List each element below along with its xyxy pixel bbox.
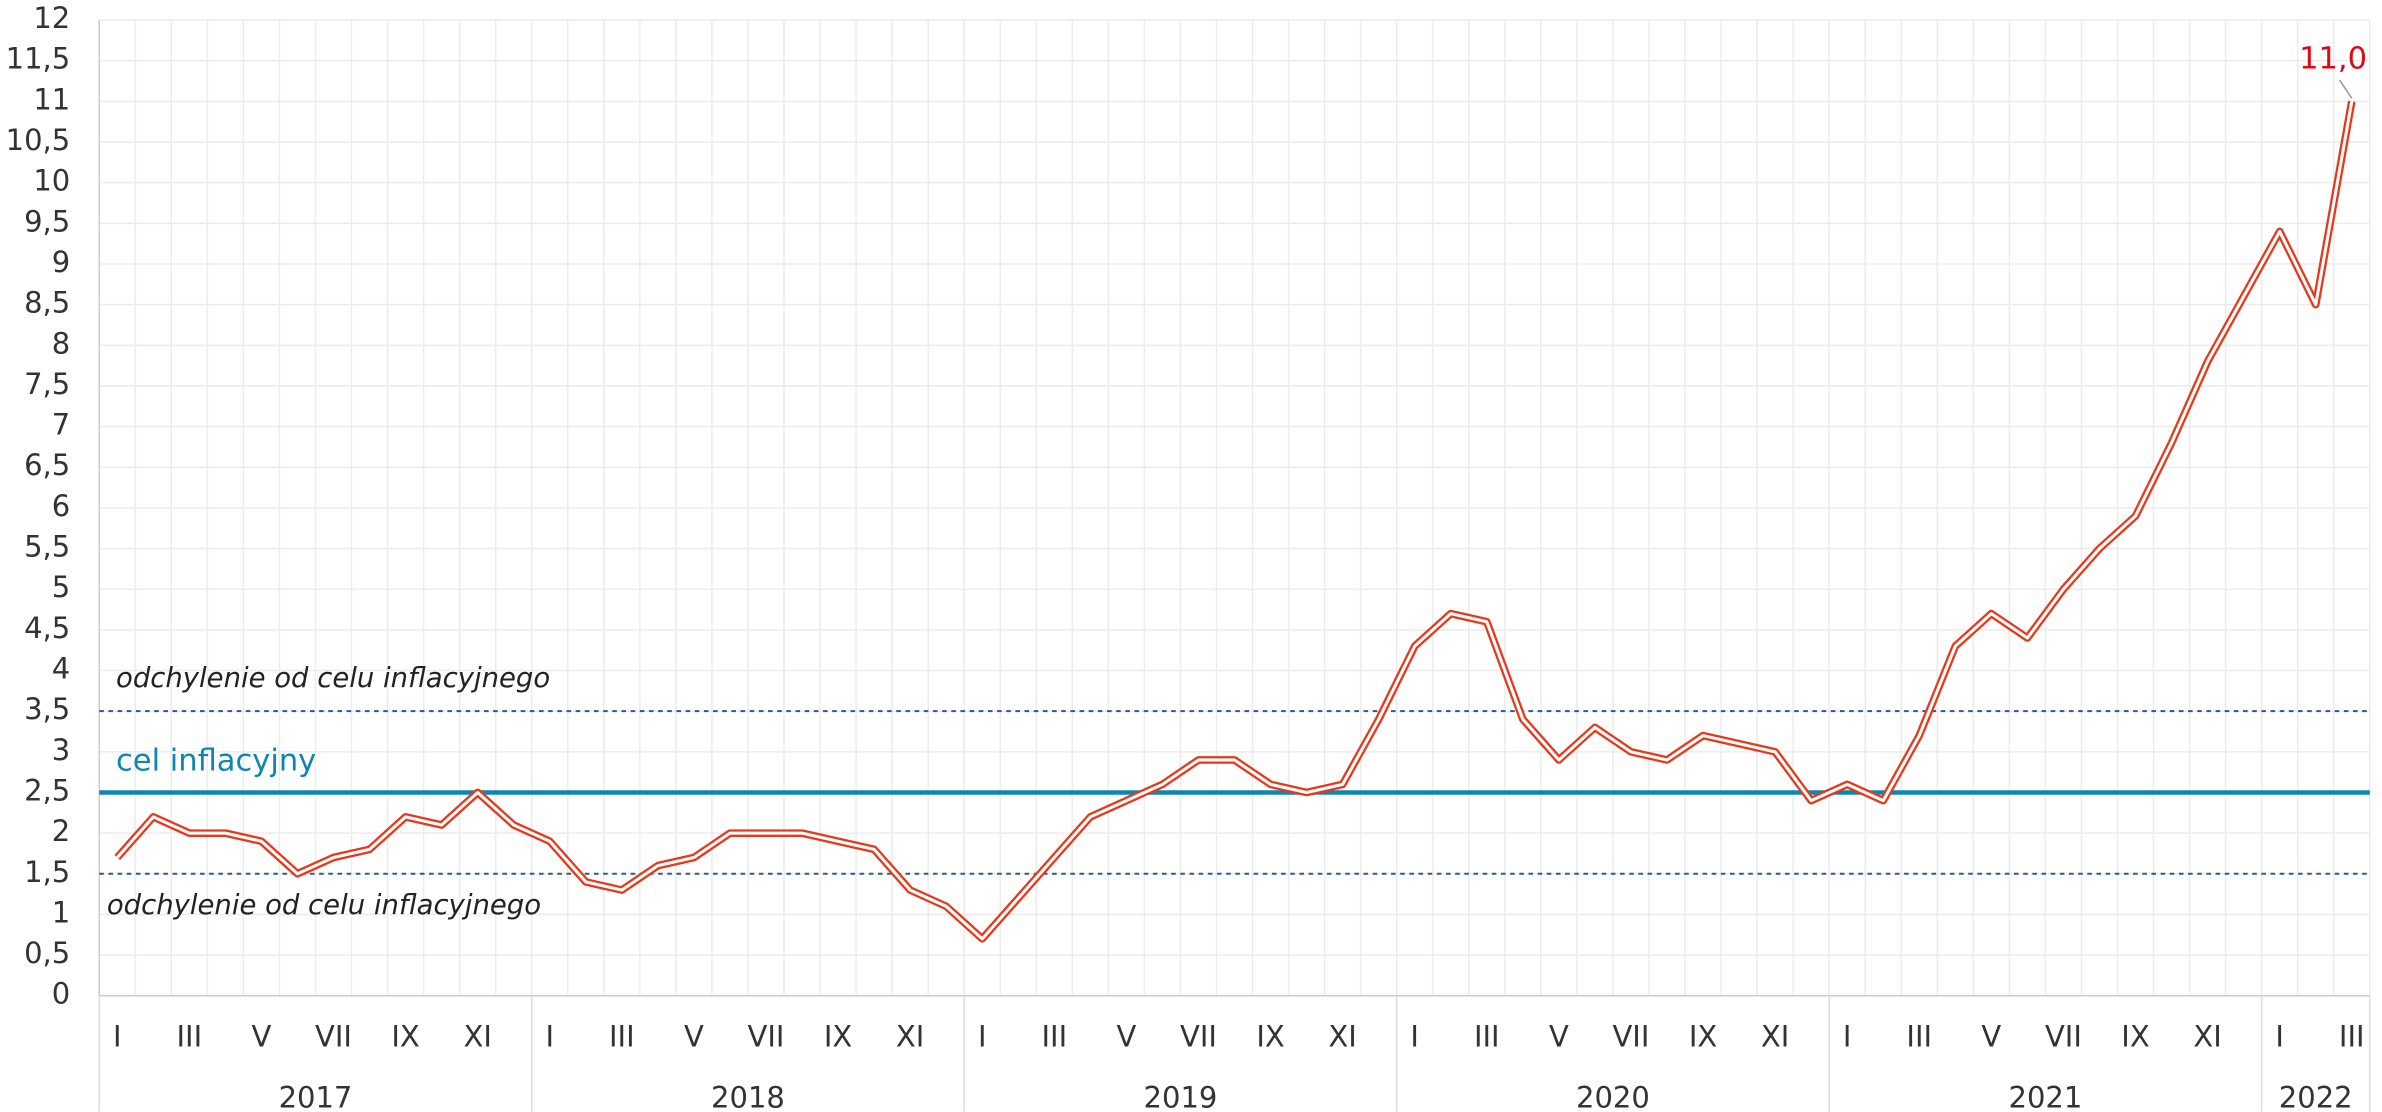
- x-tick-label: I: [113, 1020, 122, 1054]
- year-label: 2022: [2279, 1081, 2353, 1112]
- x-tick-label: I: [1843, 1020, 1852, 1054]
- x-tick-label: IX: [1689, 1020, 1717, 1054]
- x-tick-label: V: [1981, 1020, 2001, 1054]
- x-tick-label: XI: [2193, 1020, 2221, 1054]
- year-label: 2018: [711, 1081, 785, 1112]
- y-tick-label: 6: [52, 489, 70, 523]
- x-tick-label: V: [1549, 1020, 1569, 1054]
- x-tick-label: IX: [1256, 1020, 1284, 1054]
- x-tick-label: XI: [1328, 1020, 1356, 1054]
- y-tick-label: 5: [52, 570, 70, 604]
- y-tick-label: 3,5: [24, 692, 70, 726]
- x-tick-label: I: [545, 1020, 554, 1054]
- x-tick-label: III: [1474, 1020, 1500, 1054]
- y-tick-label: 12: [33, 1, 70, 35]
- x-tick-label: III: [609, 1020, 635, 1054]
- y-tick-label: 4: [52, 652, 70, 686]
- x-tick-label: IX: [824, 1020, 852, 1054]
- year-label: 2021: [2009, 1081, 2083, 1112]
- y-tick-label: 0: [52, 977, 70, 1011]
- band-label: odchylenie od celu inflacyjnego: [107, 889, 541, 921]
- x-tick-label: VII: [1612, 1020, 1649, 1054]
- y-tick-label: 5,5: [24, 530, 70, 564]
- x-tick-label: III: [2339, 1020, 2365, 1054]
- x-tick-label: I: [2275, 1020, 2284, 1054]
- y-tick-label: 1,5: [24, 855, 70, 889]
- y-tick-label: 10: [33, 164, 70, 198]
- x-tick-label: I: [1410, 1020, 1419, 1054]
- x-tick-label: VII: [2045, 1020, 2082, 1054]
- x-tick-label: V: [684, 1020, 704, 1054]
- x-tick-label: III: [1041, 1020, 1067, 1054]
- y-tick-label: 4,5: [24, 611, 70, 645]
- x-tick-label: VII: [315, 1020, 352, 1054]
- y-tick-label: 2,5: [24, 773, 70, 807]
- x-tick-label: IX: [391, 1020, 419, 1054]
- y-tick-label: 1: [52, 895, 70, 929]
- x-tick-label: VII: [748, 1020, 785, 1054]
- value-label: 11,0: [2299, 42, 2367, 77]
- x-tick-label: IX: [2121, 1020, 2149, 1054]
- y-tick-label: 8: [52, 326, 70, 360]
- y-tick-label: 8,5: [24, 286, 70, 320]
- y-tick-label: 7: [52, 408, 70, 442]
- band-label: odchylenie od celu inflacyjnego: [116, 662, 550, 694]
- y-tick-label: 7,5: [24, 367, 70, 401]
- x-tick-label: XI: [463, 1020, 491, 1054]
- y-tick-label: 3: [52, 733, 70, 767]
- x-tick-label: V: [1116, 1020, 1136, 1054]
- x-tick-label: VII: [1180, 1020, 1217, 1054]
- y-tick-label: 10,5: [6, 123, 71, 157]
- y-tick-label: 2: [52, 814, 70, 848]
- x-tick-label: XI: [1761, 1020, 1789, 1054]
- x-tick-label: III: [177, 1020, 203, 1054]
- x-tick-label: V: [252, 1020, 272, 1054]
- label-leader: [2338, 79, 2353, 99]
- y-tick-label: 6,5: [24, 448, 70, 482]
- y-tick-label: 9,5: [24, 204, 70, 238]
- y-tick-label: 9: [52, 245, 70, 279]
- y-tick-label: 0,5: [24, 936, 70, 970]
- x-tick-label: I: [978, 1020, 987, 1054]
- year-label: 2020: [1576, 1081, 1650, 1112]
- y-tick-label: 11,5: [6, 42, 71, 76]
- year-label: 2019: [1144, 1081, 1218, 1112]
- y-tick-label: 11: [33, 82, 70, 116]
- year-label: 2017: [279, 1081, 353, 1112]
- line-inner: [116, 101, 2354, 941]
- target-label: cel inflacyjny: [116, 743, 316, 778]
- x-tick-label: III: [1906, 1020, 1932, 1054]
- x-tick-label: XI: [896, 1020, 924, 1054]
